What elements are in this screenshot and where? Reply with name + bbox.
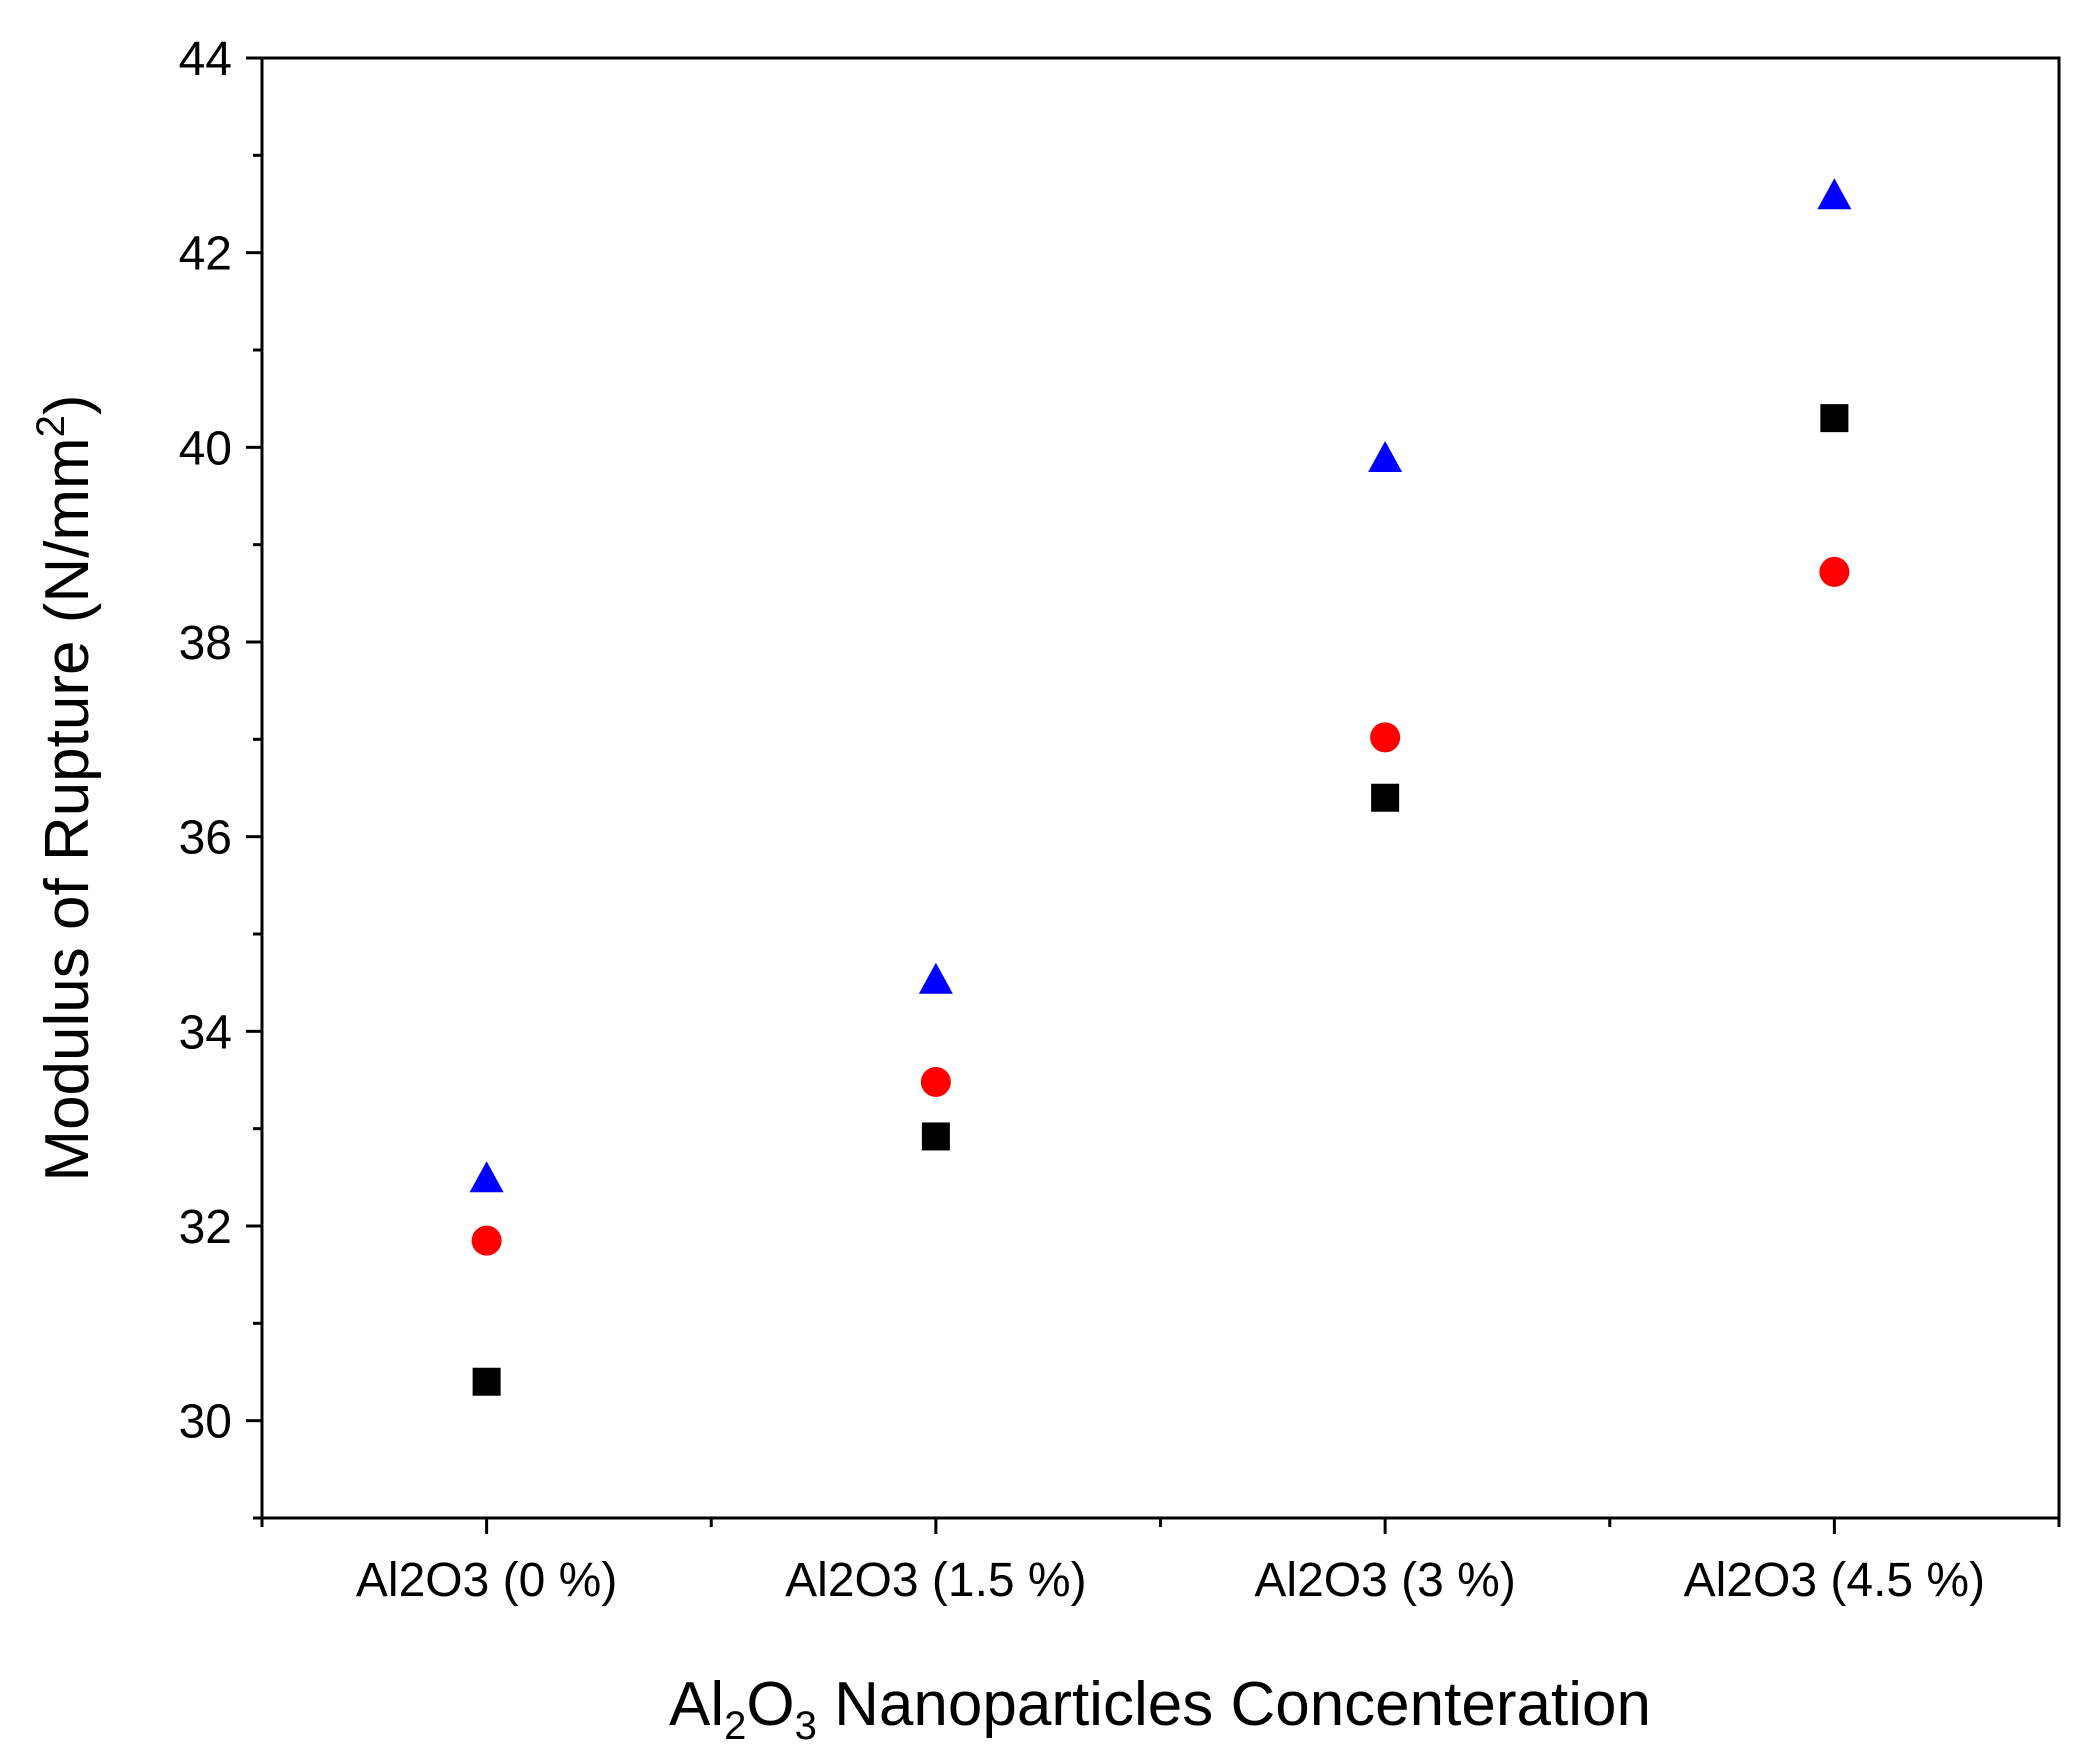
y-tick-label: 44 [179,33,232,86]
x-title-o: O [746,1670,794,1739]
y-title-main: Modulus of Rupture (N/mm [33,437,102,1181]
circle-point [1370,722,1401,753]
square-point [1371,783,1400,812]
x-tick-label: Al2O3 (1.5 %) [785,1554,1086,1607]
y-axis-title: Modulus of Rupture (N/mm2) [29,394,102,1181]
square-point [921,1122,950,1151]
y-tick-label: 32 [179,1201,232,1254]
circle-point [471,1225,502,1256]
y-title-end: ) [33,394,102,415]
series-square [472,404,1849,1396]
y-tick-label: 40 [179,422,232,475]
series-circle [471,556,1850,1256]
plot-area [260,56,2061,1520]
circle-point [920,1066,951,1097]
y-tick-label: 36 [179,812,232,865]
x-axis-title: Al2O3 Nanoparticles Concenteration [669,1670,1651,1748]
x-title-al: Al [669,1670,724,1739]
triangle-point [1368,441,1403,473]
triangle-point [469,1161,504,1193]
y-title-sup: 2 [29,415,73,437]
x-tick-label: Al2O3 (4.5 %) [1684,1554,1985,1607]
series-triangle [469,178,1852,1193]
x-tick-label: Al2O3 (3 %) [1254,1554,1515,1607]
x-axis: Al2O3 (0 %) Al2O3 (1.5 %) Al2O3 (3 %) Al2O3… [260,1518,2061,1607]
triangle-point [1817,178,1852,210]
data-marks [469,178,1852,1396]
x-title-sub1: 2 [724,1704,746,1748]
circle-point [1819,556,1850,587]
x-title-rest: Nanoparticles Concenteration [817,1670,1651,1739]
y-tick-label: 34 [179,1006,232,1059]
plot-frame [260,56,2061,1520]
y-axis: 30 32 34 36 38 40 42 44 [179,33,262,1520]
square-point [472,1367,501,1396]
x-title-sub2: 3 [795,1704,817,1748]
y-tick-label: 42 [179,228,232,281]
triangle-point [918,962,953,994]
square-point [1820,404,1849,433]
y-tick-label: 38 [179,617,232,670]
x-tick-label: Al2O3 (0 %) [356,1554,617,1607]
y-tick-label: 30 [179,1396,232,1449]
